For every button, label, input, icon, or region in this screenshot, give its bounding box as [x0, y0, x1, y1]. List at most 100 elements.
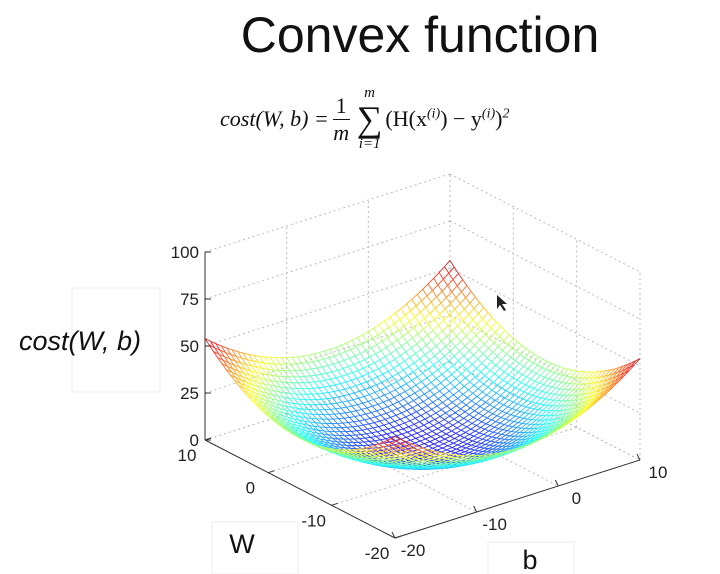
mesh-line: [302, 354, 309, 357]
mesh-line: [382, 370, 389, 375]
mesh-line: [386, 438, 391, 442]
mesh-line: [406, 445, 413, 449]
mesh-line: [477, 313, 483, 320]
mesh-line: [416, 339, 423, 345]
mesh-line: [234, 360, 240, 368]
mesh-line: [213, 351, 220, 355]
mesh-line: [331, 371, 337, 379]
mesh-line: [476, 318, 483, 325]
mesh-line: [477, 383, 484, 390]
mesh-line: [477, 415, 484, 420]
mesh-line: [604, 369, 611, 377]
mesh-line: [325, 378, 331, 381]
mesh-line: [297, 422, 303, 428]
mesh-line: [383, 327, 390, 332]
mesh-line: [500, 390, 507, 396]
mesh-line: [427, 425, 434, 429]
tick-mark: [331, 502, 338, 506]
mesh-line: [209, 344, 215, 349]
mesh-line: [376, 452, 382, 456]
mesh-line: [266, 374, 272, 381]
mesh-line: [549, 370, 555, 374]
mesh-line: [362, 334, 368, 342]
mesh-line: [623, 370, 630, 377]
mesh-line: [524, 412, 529, 415]
mesh-line: [357, 367, 364, 371]
mesh-line: [484, 428, 490, 432]
mesh-line: [396, 378, 403, 383]
mesh-line: [328, 414, 334, 420]
mesh-line: [297, 407, 303, 410]
mesh-line: [264, 399, 270, 406]
mesh-line: [367, 401, 373, 407]
mesh-line: [390, 384, 396, 391]
mesh-line: [389, 389, 396, 393]
mesh-line: [482, 353, 488, 359]
mesh-line: [363, 396, 369, 402]
mesh-line: [309, 404, 315, 411]
mesh-line: [396, 438, 401, 442]
mesh-line: [427, 277, 434, 285]
mesh-line: [484, 338, 491, 345]
mesh-line: [219, 349, 225, 357]
mesh-line: [287, 402, 293, 408]
mesh-line: [479, 432, 484, 435]
mesh-line: [517, 365, 524, 373]
mesh-line: [382, 442, 388, 446]
mesh-line: [406, 458, 413, 461]
mesh-line: [308, 382, 314, 389]
mesh-line: [509, 448, 515, 452]
mesh-line: [543, 378, 550, 385]
mesh-line: [393, 426, 399, 432]
mesh-line: [443, 272, 450, 280]
mesh-line: [389, 358, 396, 363]
mesh-line: [414, 311, 421, 318]
mesh-line: [415, 384, 421, 391]
mesh-line: [460, 426, 467, 431]
mesh-line: [268, 363, 274, 371]
mesh-line: [532, 389, 539, 396]
mesh-line: [541, 367, 547, 370]
mesh-line: [348, 449, 355, 454]
mesh-line: [362, 428, 368, 431]
mesh-line: [417, 328, 424, 335]
mesh-line: [437, 428, 443, 432]
mesh-line: [522, 432, 529, 437]
mesh-line: [387, 333, 394, 339]
mesh-line: [427, 364, 434, 370]
mesh-line: [335, 427, 341, 433]
mesh-line: [390, 438, 397, 442]
mesh-line: [456, 279, 464, 287]
mesh-line: [478, 343, 485, 351]
mesh-line: [320, 422, 326, 428]
mesh-line: [462, 424, 467, 428]
label-box: [487, 541, 575, 574]
mesh-line: [372, 447, 378, 449]
mesh-line: [323, 414, 328, 420]
mesh-line: [519, 389, 525, 393]
mesh-line: [443, 394, 449, 400]
mesh-line: [481, 421, 487, 425]
mesh-line: [506, 353, 512, 358]
mesh-line: [265, 396, 272, 400]
mesh-line: [491, 361, 497, 366]
mesh-line: [456, 369, 462, 375]
mesh-line: [330, 403, 336, 410]
mesh-line: [617, 375, 624, 383]
mesh-line: [433, 364, 439, 371]
mesh-line: [373, 422, 379, 427]
mesh-line: [327, 447, 332, 450]
mesh-line: [446, 330, 453, 337]
mesh-line: [507, 430, 512, 432]
mesh-line: [428, 422, 434, 426]
tick-mark: [473, 505, 478, 513]
mesh-line: [444, 351, 451, 357]
mesh-line: [488, 430, 494, 433]
mesh-line: [350, 410, 357, 413]
mesh-line: [499, 418, 506, 424]
mesh-line: [359, 437, 366, 440]
mesh-line: [545, 362, 552, 370]
mesh-line: [420, 456, 426, 459]
mesh-line: [345, 431, 351, 436]
mesh-line: [495, 359, 502, 366]
